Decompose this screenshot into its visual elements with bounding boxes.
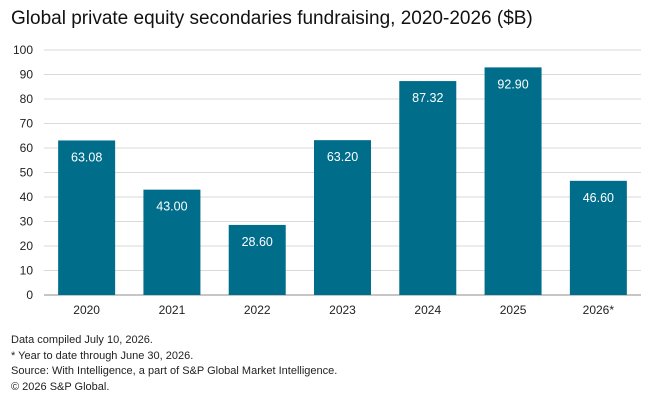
- x-tick-label: 2021: [159, 303, 186, 317]
- y-tick-label: 80: [20, 92, 34, 106]
- note-data-compiled: Data compiled July 10, 2026.: [11, 334, 153, 346]
- data-label: 28.60: [242, 235, 273, 249]
- bars: [58, 67, 627, 296]
- data-label: 63.08: [71, 150, 102, 164]
- chart-title: Global private equity secondaries fundra…: [11, 8, 533, 29]
- data-label: 46.60: [583, 191, 614, 205]
- x-tick-label: 2026*: [583, 303, 615, 317]
- y-tick-label: 40: [20, 190, 34, 204]
- bar-2026: [569, 180, 627, 295]
- chart-notes: Data compiled July 10, 2026. * Year to d…: [11, 333, 337, 395]
- x-tick-label: 2020: [73, 303, 100, 317]
- y-tick-label: 30: [20, 215, 34, 229]
- bar-2022: [228, 224, 286, 295]
- bar-2023: [314, 140, 371, 295]
- x-tick-label: 2024: [414, 303, 441, 317]
- y-tick-label: 0: [26, 288, 33, 302]
- x-axis-ticks: 2020 2021 2022 2023 2024 2025 2026*: [73, 303, 614, 317]
- bar-2025: [484, 67, 542, 296]
- x-tick-label: 2022: [244, 303, 271, 317]
- data-label: 43.00: [156, 200, 187, 214]
- y-tick-label: 100: [13, 43, 33, 57]
- y-tick-label: 90: [20, 68, 34, 82]
- note-year-to-date: * Year to date through June 30, 2026.: [11, 349, 194, 362]
- note-copyright: © 2026 S&P Global.: [11, 380, 110, 393]
- y-tick-label: 20: [20, 239, 34, 253]
- y-tick-label: 50: [20, 166, 34, 180]
- x-tick-label: 2023: [329, 303, 356, 317]
- data-label: 92.90: [497, 77, 528, 91]
- bar-2021: [143, 189, 201, 295]
- bar-2024: [399, 81, 457, 295]
- x-tick-label: 2025: [500, 303, 527, 317]
- y-axis-ticks: 0 10 20 30 40 50 60 70 80 90 100: [13, 43, 33, 302]
- y-tick-label: 10: [20, 264, 34, 278]
- bar-2020: [58, 140, 116, 295]
- note-source: Source: With Intelligence, a part of S&P…: [11, 365, 338, 377]
- data-label: 63.20: [327, 150, 358, 164]
- y-tick-label: 60: [20, 141, 34, 155]
- data-labels: 63.08 43.00 28.60 63.20 87.32 92.90 46.60: [71, 77, 614, 249]
- data-label: 87.32: [412, 91, 443, 105]
- y-tick-label: 70: [20, 117, 34, 131]
